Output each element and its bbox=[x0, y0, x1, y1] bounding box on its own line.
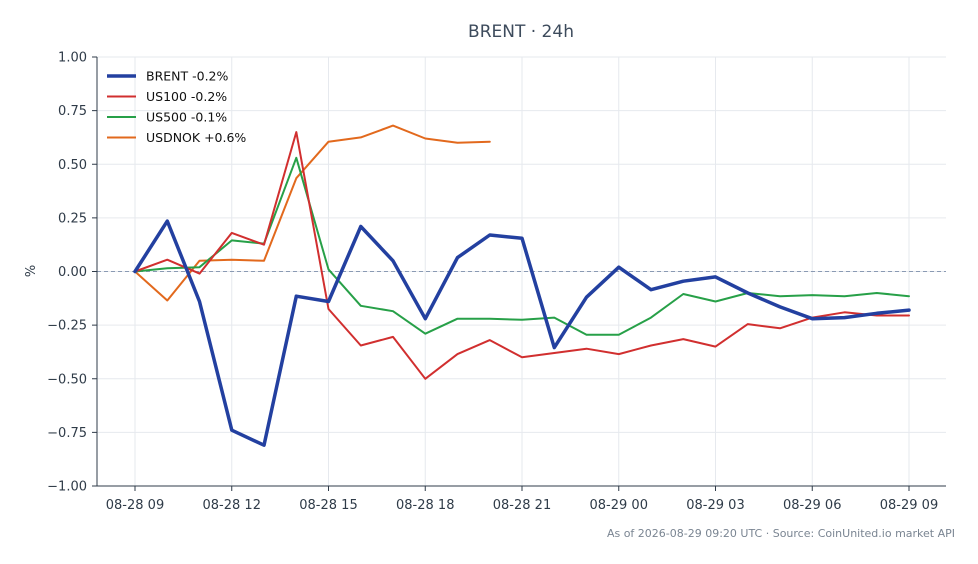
y-tick-label: −1.00 bbox=[47, 480, 87, 495]
legend-label-brent: BRENT -0.2% bbox=[146, 69, 229, 84]
y-tick-label: 0.75 bbox=[58, 104, 87, 119]
legend-label-us500: US500 -0.1% bbox=[146, 110, 227, 125]
x-tick-label: 08-28 12 bbox=[203, 498, 261, 513]
chart-title: BRENT · 24h bbox=[468, 22, 574, 42]
y-tick-label: 0.00 bbox=[58, 265, 87, 280]
y-axis-label: % bbox=[24, 265, 39, 277]
x-tick-label: 08-28 15 bbox=[299, 498, 357, 513]
y-tick-label: 1.00 bbox=[58, 51, 87, 66]
y-tick-label: 0.25 bbox=[58, 211, 87, 226]
legend-label-us100: US100 -0.2% bbox=[146, 89, 227, 104]
x-tick-label: 08-28 18 bbox=[396, 498, 454, 513]
series-line-brent bbox=[133, 219, 911, 447]
axes: 1.00 0.75 0.50 0.25 0.00 −0.25 −0.50 −0.75 −1.00… bbox=[47, 51, 946, 513]
y-tick-label: −0.50 bbox=[47, 372, 87, 387]
series-lines bbox=[133, 124, 911, 447]
legend: BRENT -0.2% US100 -0.2% US500 -0.1% USDNOK … bbox=[107, 69, 246, 145]
x-tick-label: 08-29 03 bbox=[686, 498, 744, 513]
y-tick-label: −0.75 bbox=[47, 426, 87, 441]
x-tick-label: 08-28 21 bbox=[493, 498, 551, 513]
x-tick-label: 08-28 09 bbox=[106, 498, 164, 513]
y-tick-label: 0.50 bbox=[58, 158, 87, 173]
series-line-us100 bbox=[134, 131, 910, 380]
x-tick-label: 08-29 09 bbox=[880, 498, 938, 513]
x-tick-label: 08-29 00 bbox=[590, 498, 648, 513]
footer-source: As of 2026-08-29 09:20 UTC · Source: Coi… bbox=[607, 527, 955, 540]
x-tick-label: 08-29 06 bbox=[783, 498, 841, 513]
legend-label-usdnok: USDNOK +0.6% bbox=[146, 130, 246, 145]
y-tick-label: −0.25 bbox=[47, 319, 87, 334]
